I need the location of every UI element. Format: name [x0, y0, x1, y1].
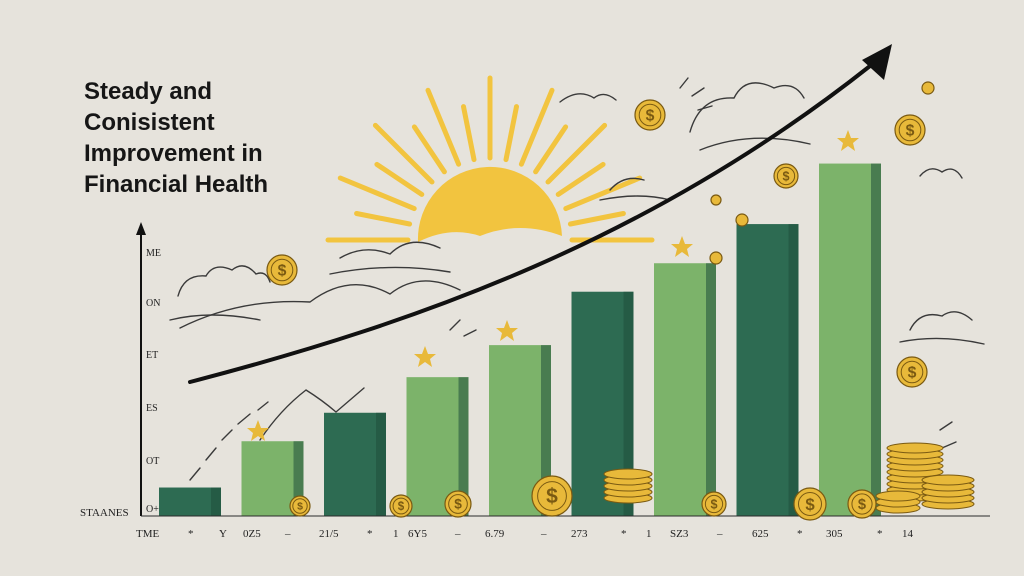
sun-ray [518, 87, 555, 167]
coin-icon: $ [289, 495, 311, 517]
x-tick-label: 6Y5 [408, 528, 427, 540]
title-line-1: Steady and [84, 78, 213, 105]
svg-text:$: $ [297, 501, 303, 513]
svg-text:$: $ [858, 497, 866, 513]
coin-stack [875, 490, 921, 514]
x-tick-label: * [621, 528, 627, 540]
trend-arrow [188, 44, 892, 384]
x-tick-label: 305 [826, 528, 843, 540]
x-tick-label: Y [219, 528, 227, 540]
coin-stack [603, 468, 653, 504]
bar [571, 291, 634, 516]
y-tick-label: ME [146, 248, 161, 259]
cloud-doodles [169, 77, 985, 481]
x-tick-label: 21/5 [319, 528, 339, 540]
title-line-3: Improvement in [84, 140, 263, 167]
bar-series [159, 163, 881, 516]
x-tick-label: * [877, 528, 883, 540]
svg-text:$: $ [782, 169, 789, 183]
bar [324, 412, 386, 516]
sun-ray [563, 175, 643, 212]
x-tick-label: * [367, 528, 373, 540]
x-tick-label: 1 [393, 528, 399, 540]
coin-icon: $ [389, 494, 413, 518]
sun-ray [425, 87, 462, 167]
y-axis-corner-label: STAANES [80, 507, 129, 519]
coin-icon: $ [266, 254, 298, 286]
y-tick-label: ES [146, 403, 158, 414]
x-tick-label: 14 [902, 528, 913, 540]
sun-ray [503, 104, 519, 163]
svg-text:$: $ [710, 497, 717, 511]
title-line-2: Conisistent [84, 109, 215, 136]
sun-ray [411, 124, 447, 175]
x-tick-label: – [717, 528, 723, 540]
coin-icon: $ [701, 491, 727, 517]
x-tick-label: TME [136, 528, 160, 540]
svg-text:$: $ [805, 495, 815, 514]
x-tick-label: 625 [752, 528, 769, 540]
y-tick-label: ON [146, 298, 161, 309]
sun-ray [337, 175, 417, 212]
coin-icon: $ [773, 163, 799, 189]
bar [654, 263, 716, 516]
coin-icon [710, 194, 722, 206]
coin-icon: $ [896, 356, 928, 388]
svg-text:$: $ [454, 497, 462, 512]
bar [819, 163, 881, 516]
coin-illustrations: $ $ $ $ $ $ $ $ $ $ $ $ [266, 81, 935, 521]
x-tick-label: – [455, 528, 461, 540]
x-tick-label: * [188, 528, 194, 540]
svg-text:$: $ [908, 364, 917, 381]
svg-text:$: $ [546, 485, 558, 508]
coin-icon: $ [793, 487, 827, 521]
sun-ray [533, 124, 569, 175]
sun-ray [354, 211, 413, 227]
coin-icon [735, 213, 749, 227]
coin-icon: $ [894, 114, 926, 146]
x-tick-label: 273 [571, 528, 588, 540]
coin-icon: $ [847, 489, 877, 519]
x-tick-label: 0Z5 [243, 528, 261, 540]
y-tick-label: O+ [146, 504, 159, 515]
x-axis-labels: TME * Y 0Z5 – 21/5 * 1 6Y5 – 6.79 – 273 … [0, 528, 1024, 546]
sun-illustration [325, 75, 655, 243]
coin-icon [921, 81, 935, 95]
coin-icon: $ [634, 99, 666, 131]
y-tick-label: ET [146, 350, 159, 361]
bar [159, 487, 221, 516]
x-tick-label: 1 [646, 528, 652, 540]
coin-icon: $ [531, 475, 573, 517]
coin-stack [921, 474, 975, 510]
sun-ray [545, 122, 608, 185]
svg-text:$: $ [646, 107, 655, 124]
sun-ray [567, 211, 626, 227]
coin-icon [709, 251, 723, 265]
bar [736, 224, 799, 516]
coin-icon: $ [444, 490, 472, 518]
x-tick-label: – [541, 528, 547, 540]
x-tick-label: * [797, 528, 803, 540]
x-tick-label: – [285, 528, 291, 540]
sun-ray [555, 161, 606, 197]
sun-ray [374, 161, 425, 197]
sun-ray [461, 104, 477, 163]
svg-text:$: $ [278, 262, 287, 279]
svg-text:$: $ [906, 122, 915, 139]
title-line-4: Financial Health [84, 171, 269, 198]
x-tick-label: SZ3 [670, 528, 689, 540]
svg-text:$: $ [398, 500, 405, 513]
y-tick-label: OT [146, 456, 160, 467]
sun-ray [372, 122, 435, 185]
sparkle-icons [247, 130, 859, 441]
coin-stacks [603, 442, 975, 514]
x-tick-label: 6.79 [485, 528, 505, 540]
y-axis [136, 222, 146, 516]
chart-title: Steady and Conisistent Improvement in Fi… [84, 76, 344, 200]
